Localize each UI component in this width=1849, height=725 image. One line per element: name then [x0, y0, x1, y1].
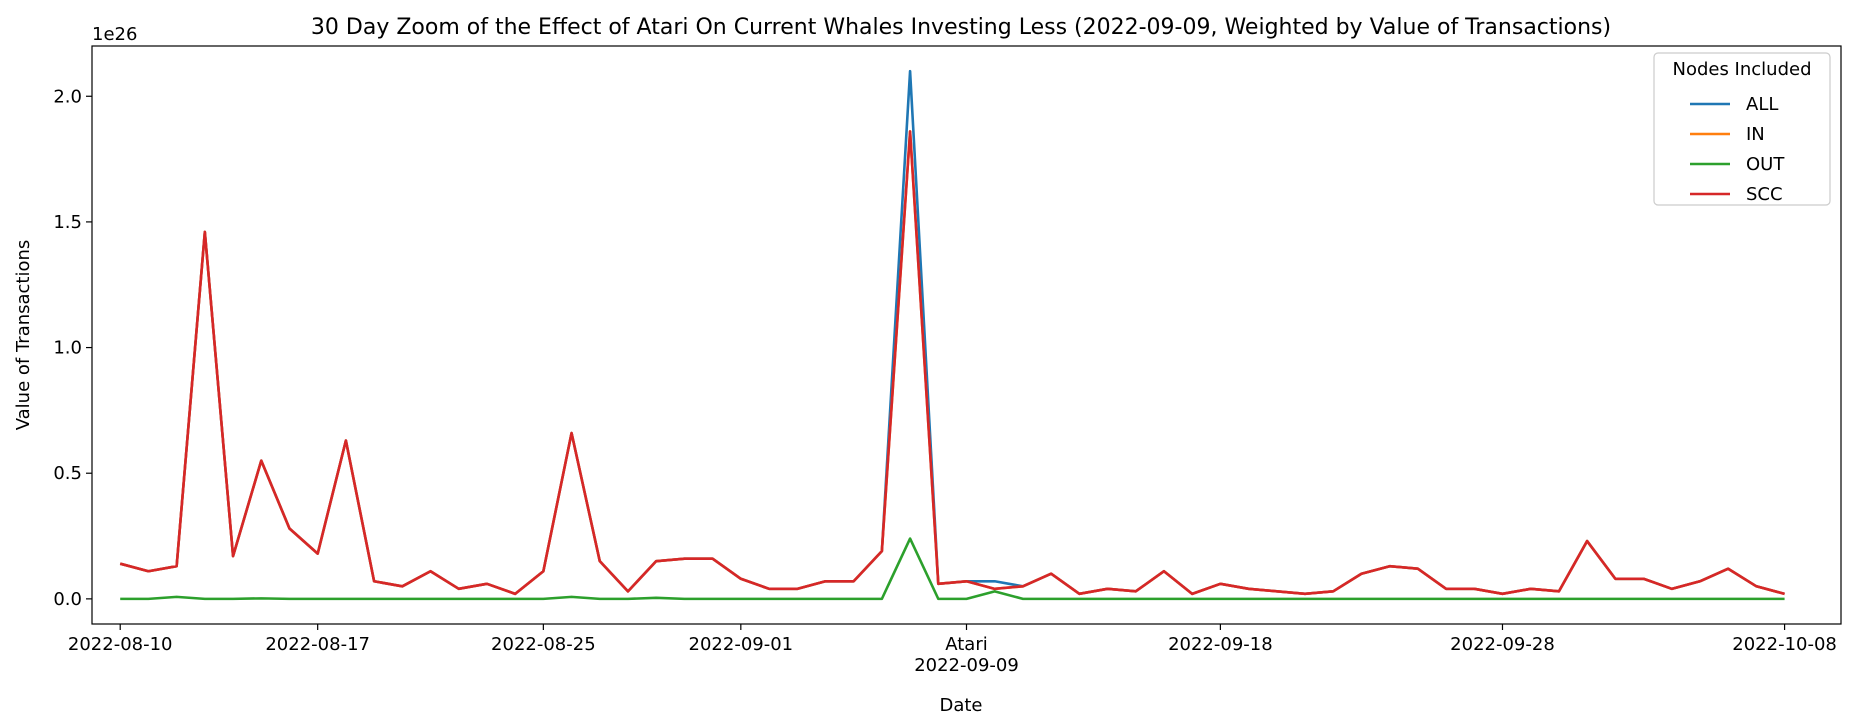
y-axis: 0.0 0.5 1.0 1.5 2.0	[53, 86, 92, 610]
y-tick-label: 1.5	[53, 212, 82, 233]
legend-label: ALL	[1746, 94, 1778, 115]
series-line-all	[119, 69, 1785, 596]
y-tick-label: 1.0	[53, 338, 82, 359]
x-tick-label: 2022-09-18	[1168, 634, 1273, 655]
x-axis-label: Date	[939, 695, 982, 716]
series-line-out	[120, 537, 1785, 601]
y-tick-label: 0.5	[53, 463, 82, 484]
plot-frame	[91, 45, 1842, 625]
chart-title: 30 Day Zoom of the Effect of Atari On Cu…	[311, 15, 1611, 40]
legend: Nodes Included ALL IN OUT SCC	[1653, 52, 1831, 206]
legend-label: OUT	[1746, 154, 1785, 175]
x-tick-label: 2022-08-10	[68, 634, 173, 655]
x-axis: 2022-08-10 2022-08-17 2022-08-25 2022-09-01…	[68, 624, 1837, 676]
series-line-scc	[119, 130, 1785, 596]
y-tick-label: 0.0	[53, 589, 82, 610]
x-tick-label: 2022-08-17	[265, 634, 370, 655]
series-line-in	[119, 130, 1785, 596]
x-tick-label: 2022-09-01	[689, 634, 794, 655]
x-tick-label: 2022-08-25	[491, 634, 596, 655]
y-tick-label: 2.0	[53, 86, 82, 107]
legend-label: SCC	[1746, 184, 1783, 205]
x-tick-label: 2022-09-28	[1450, 634, 1555, 655]
legend-box	[1653, 52, 1831, 206]
x-tick-label: 2022-09-09	[914, 655, 1019, 676]
y-axis-label: Value of Transactions	[13, 240, 34, 431]
x-tick-label: 2022-10-08	[1732, 634, 1837, 655]
legend-title: Nodes Included	[1672, 59, 1811, 80]
event-marker-label: Atari	[945, 634, 988, 655]
plot-area	[91, 45, 1842, 625]
y-offset-label: 1e26	[92, 24, 137, 45]
series-lines	[119, 69, 1785, 601]
legend-label: IN	[1746, 124, 1765, 145]
